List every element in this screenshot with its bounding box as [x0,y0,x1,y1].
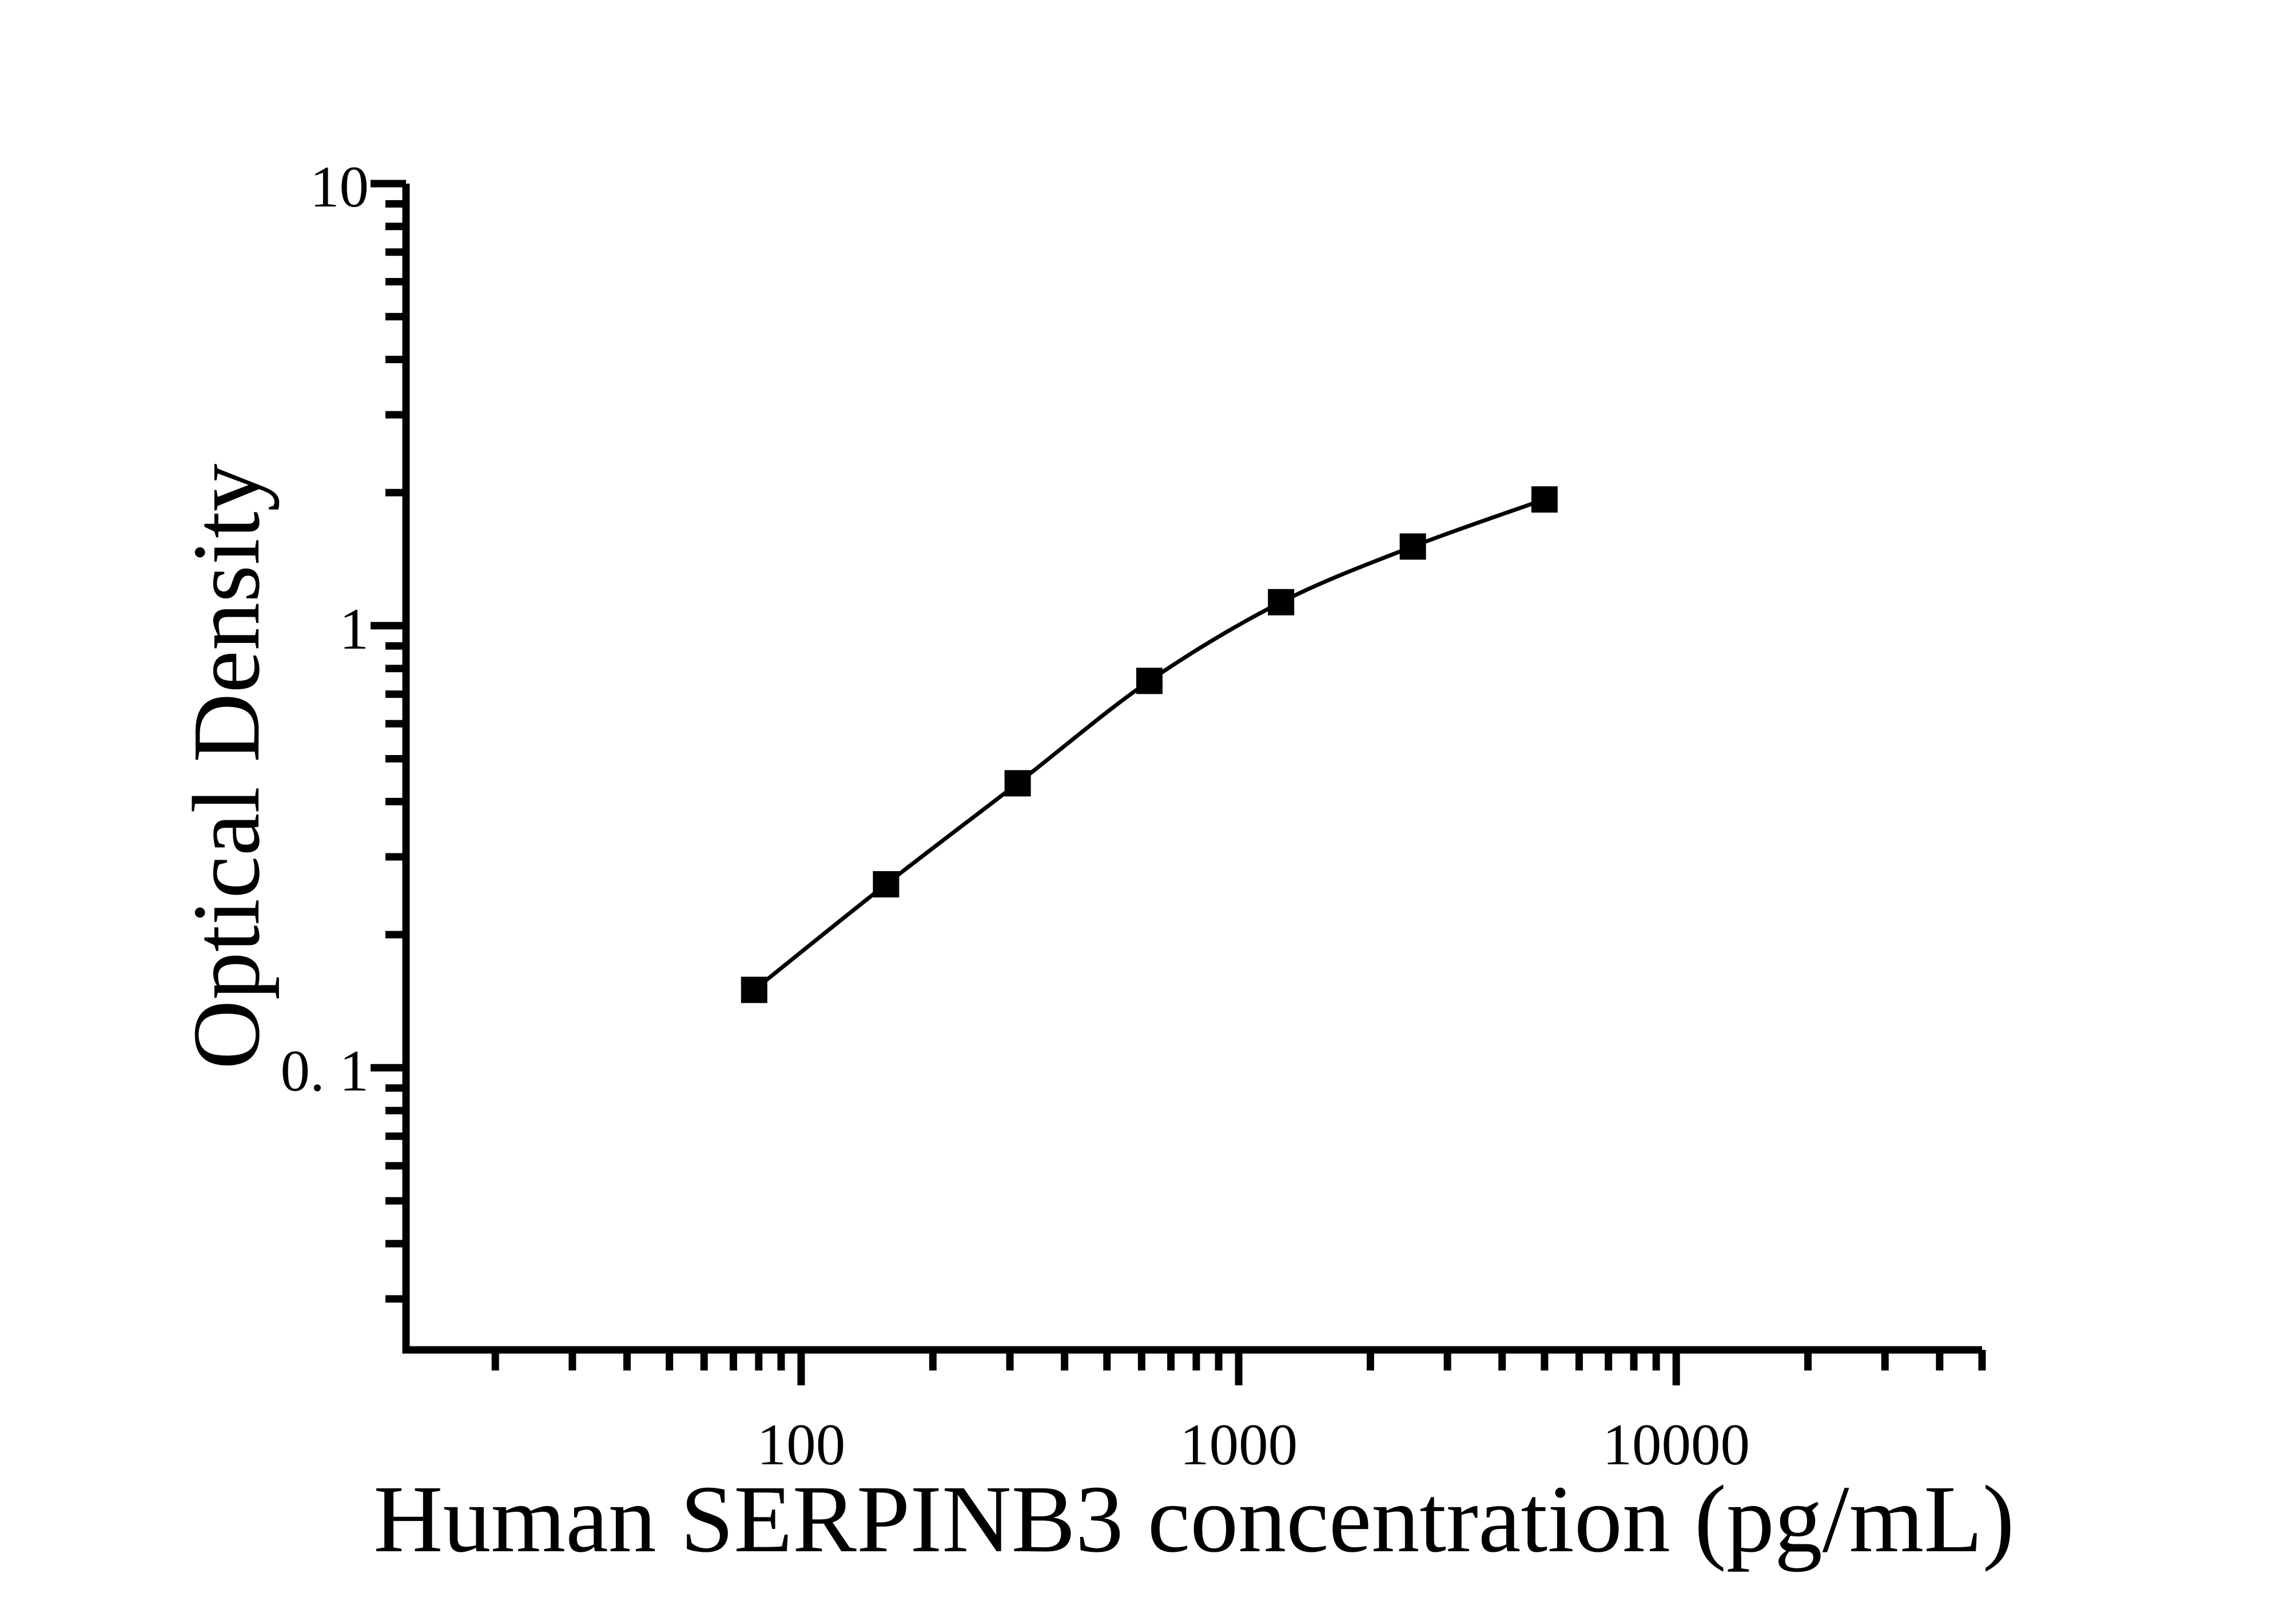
x-axis-tick-labels: 100 1000 10000 [757,1412,1750,1477]
plot-area [406,184,1982,1350]
data-point-1250 [1268,589,1295,615]
x-tick-label-1000: 1000 [1180,1412,1298,1477]
y-axis-title: Optical Density [173,463,280,1069]
y-axis-ticks [371,180,406,1303]
x-tick-label-100: 100 [757,1412,846,1477]
y-tick-label-1: 1 [340,597,369,662]
x-axis-title: Human SERPINB3 concentration (pg/mL) [373,1466,2015,1572]
data-point-625 [1136,668,1163,694]
y-tick-label-10: 10 [310,154,369,220]
axis-spines [402,184,1982,1354]
series-standard-curve [741,486,1558,1003]
data-point-312.5 [1004,770,1031,797]
data-point-2500 [1399,533,1426,560]
x-axis-ticks [491,1350,1986,1385]
data-point-5000 [1531,486,1558,513]
data-point-156.3 [873,871,900,897]
y-axis-tick-labels: 10 1 0. 1 [281,154,369,1104]
x-tick-label-10000: 10000 [1602,1412,1750,1477]
y-tick-label-0.1: 0. 1 [281,1039,369,1104]
data-point-78.1 [741,976,767,1003]
